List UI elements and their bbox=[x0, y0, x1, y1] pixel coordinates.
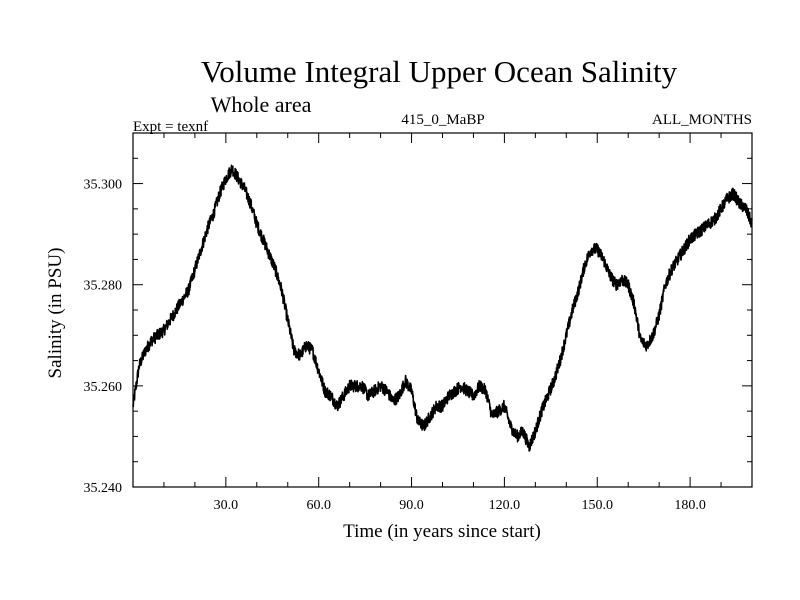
y-axis-ticks: 35.240 35.260 35.280 35.300 bbox=[84, 157, 752, 496]
chart-title: Volume Integral Upper Ocean Salinity bbox=[201, 54, 678, 89]
y-axis-label: Salinity (in PSU) bbox=[45, 248, 66, 379]
x-axis-ticks: 30.0 60.0 90.0 120.0 150.0 180.0 bbox=[163, 133, 722, 513]
x-tick-label: 60.0 bbox=[306, 498, 331, 513]
y-tick-label: 35.240 bbox=[84, 481, 123, 496]
x-tick-label: 180.0 bbox=[674, 498, 706, 513]
x-axis-label: Time (in years since start) bbox=[343, 521, 541, 542]
run-id-label: 415_0_MaBP bbox=[401, 112, 484, 128]
y-tick-label: 35.300 bbox=[84, 178, 123, 193]
y-tick-label: 35.280 bbox=[84, 279, 123, 294]
salinity-series-line bbox=[132, 164, 753, 452]
y-tick-label: 35.260 bbox=[84, 380, 123, 395]
chart-subtitle: Whole area bbox=[211, 92, 312, 117]
x-tick-label: 150.0 bbox=[582, 498, 614, 513]
experiment-label: Expt = texnf bbox=[133, 119, 208, 135]
months-label: ALL_MONTHS bbox=[652, 112, 752, 128]
x-tick-label: 120.0 bbox=[489, 498, 521, 513]
x-tick-label: 90.0 bbox=[399, 498, 424, 513]
x-tick-label: 30.0 bbox=[214, 498, 239, 513]
